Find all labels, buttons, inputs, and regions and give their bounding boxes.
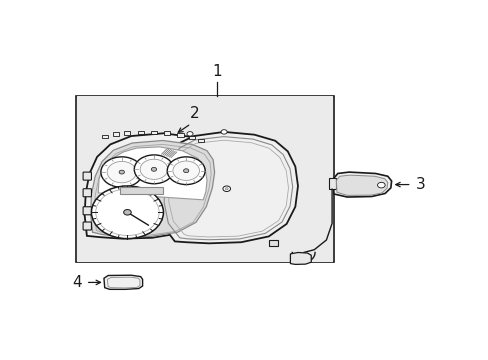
FancyBboxPatch shape	[83, 207, 91, 215]
Bar	[268, 240, 278, 246]
Polygon shape	[84, 133, 221, 239]
Circle shape	[151, 167, 156, 171]
Bar	[328, 179, 335, 189]
Polygon shape	[104, 275, 142, 289]
FancyBboxPatch shape	[83, 172, 91, 180]
Circle shape	[221, 130, 226, 134]
Circle shape	[134, 155, 173, 184]
Circle shape	[186, 132, 193, 136]
Circle shape	[183, 169, 188, 173]
Circle shape	[101, 157, 142, 187]
Bar	[164, 131, 170, 135]
Circle shape	[119, 170, 124, 174]
Circle shape	[167, 157, 205, 185]
Polygon shape	[336, 175, 387, 195]
Circle shape	[107, 161, 136, 183]
Polygon shape	[290, 252, 311, 264]
Circle shape	[377, 183, 385, 188]
Bar	[177, 133, 183, 137]
Text: 4: 4	[72, 275, 82, 290]
Circle shape	[140, 159, 167, 179]
Polygon shape	[332, 172, 391, 197]
Bar	[138, 131, 143, 134]
Bar	[76, 96, 333, 262]
Bar	[124, 131, 130, 135]
Bar	[197, 139, 203, 143]
Polygon shape	[98, 147, 206, 200]
Circle shape	[223, 186, 230, 192]
Text: 3: 3	[415, 177, 425, 192]
Polygon shape	[159, 132, 297, 243]
Bar	[77, 96, 332, 262]
Circle shape	[173, 161, 199, 180]
FancyBboxPatch shape	[83, 189, 91, 197]
FancyBboxPatch shape	[83, 222, 91, 230]
Bar	[188, 136, 195, 139]
Circle shape	[91, 186, 163, 239]
Bar	[151, 131, 157, 134]
Bar	[102, 135, 107, 138]
Bar	[120, 187, 163, 194]
Circle shape	[123, 210, 131, 215]
Circle shape	[225, 188, 228, 190]
Polygon shape	[90, 140, 214, 237]
Text: 2: 2	[189, 106, 199, 121]
Bar	[113, 132, 119, 136]
Text: 1: 1	[211, 64, 221, 79]
